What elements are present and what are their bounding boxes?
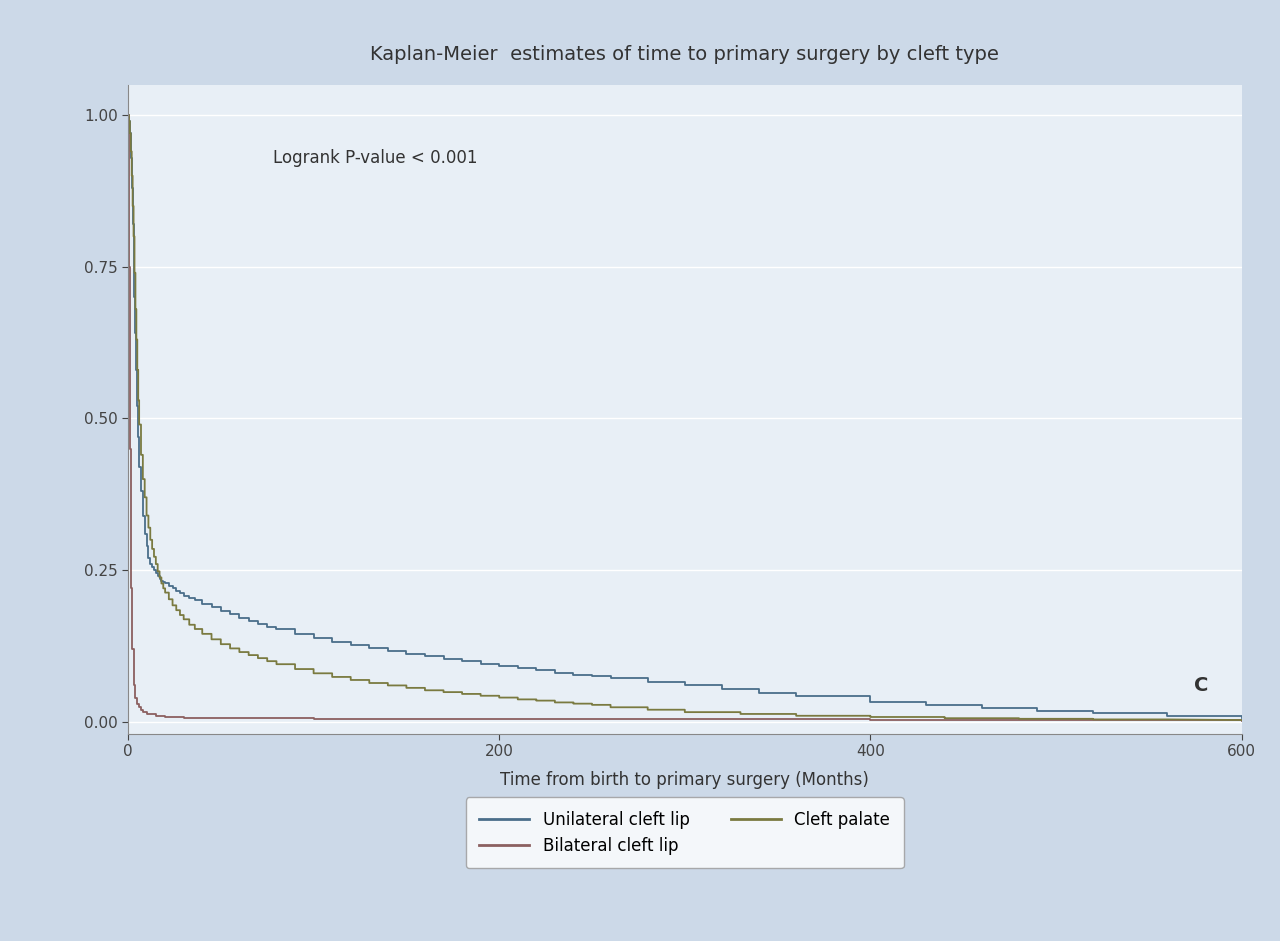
Bilateral cleft lip	[129, 692, 145, 703]
Bilateral cleft lip	[136, 707, 151, 718]
Bilateral cleft lip	[1234, 714, 1249, 726]
Unilateral cleft lip	[548, 664, 563, 676]
Text: Logrank P-value < 0.001: Logrank P-value < 0.001	[273, 149, 477, 167]
Cleft palate	[122, 109, 137, 120]
Bilateral cleft lip	[1234, 715, 1249, 726]
Text: C: C	[1194, 676, 1208, 695]
Bilateral cleft lip	[125, 644, 141, 655]
Cleft palate	[212, 639, 229, 650]
Bilateral cleft lip	[157, 710, 173, 722]
Line: Unilateral cleft lip: Unilateral cleft lip	[128, 115, 1242, 718]
Unilateral cleft lip	[1234, 712, 1249, 724]
Bilateral cleft lip	[212, 712, 229, 724]
Unilateral cleft lip	[269, 621, 284, 632]
Bilateral cleft lip	[138, 707, 155, 718]
Bilateral cleft lip	[133, 701, 148, 712]
Cleft palate	[241, 649, 256, 661]
Bilateral cleft lip	[306, 712, 321, 724]
Cleft palate	[1234, 714, 1249, 726]
Bilateral cleft lip	[124, 644, 140, 655]
Bilateral cleft lip	[136, 704, 151, 715]
Bilateral cleft lip	[129, 698, 145, 710]
Bilateral cleft lip	[122, 261, 137, 272]
Bilateral cleft lip	[122, 109, 137, 120]
Bilateral cleft lip	[157, 711, 173, 723]
Unilateral cleft lip	[509, 661, 526, 672]
Unilateral cleft lip	[124, 152, 140, 163]
Bilateral cleft lip	[125, 679, 141, 691]
Line: Bilateral cleft lip: Bilateral cleft lip	[128, 115, 1242, 721]
Bilateral cleft lip	[123, 582, 138, 594]
Bilateral cleft lip	[148, 710, 164, 722]
Bilateral cleft lip	[177, 712, 192, 724]
Unilateral cleft lip	[919, 699, 934, 710]
Bilateral cleft lip	[148, 709, 164, 720]
X-axis label: Time from birth to primary surgery (Months): Time from birth to primary surgery (Mont…	[500, 771, 869, 789]
Bilateral cleft lip	[863, 714, 878, 726]
Bilateral cleft lip	[128, 679, 143, 691]
Bilateral cleft lip	[492, 714, 507, 726]
Cleft palate	[1085, 713, 1101, 725]
Bilateral cleft lip	[132, 701, 147, 712]
Bilateral cleft lip	[122, 261, 137, 272]
Title: Kaplan-Meier  estimates of time to primary surgery by cleft type: Kaplan-Meier estimates of time to primar…	[370, 44, 1000, 64]
Bilateral cleft lip	[138, 709, 155, 720]
Line: Cleft palate: Cleft palate	[128, 115, 1242, 720]
Cleft palate	[120, 109, 136, 120]
Bilateral cleft lip	[124, 582, 140, 594]
Bilateral cleft lip	[133, 704, 148, 715]
Bilateral cleft lip	[306, 713, 321, 725]
Bilateral cleft lip	[123, 443, 138, 455]
Bilateral cleft lip	[122, 443, 137, 455]
Bilateral cleft lip	[863, 714, 878, 726]
Cleft palate	[306, 668, 321, 679]
Unilateral cleft lip	[122, 109, 137, 120]
Bilateral cleft lip	[212, 712, 229, 724]
Cleft palate	[122, 116, 137, 127]
Bilateral cleft lip	[120, 109, 136, 120]
Bilateral cleft lip	[128, 692, 143, 703]
Unilateral cleft lip	[120, 109, 136, 120]
Bilateral cleft lip	[492, 713, 507, 725]
Legend: Unilateral cleft lip, Bilateral cleft lip, Cleft palate: Unilateral cleft lip, Bilateral cleft li…	[466, 797, 904, 869]
Bilateral cleft lip	[132, 698, 147, 710]
Bilateral cleft lip	[177, 711, 192, 723]
